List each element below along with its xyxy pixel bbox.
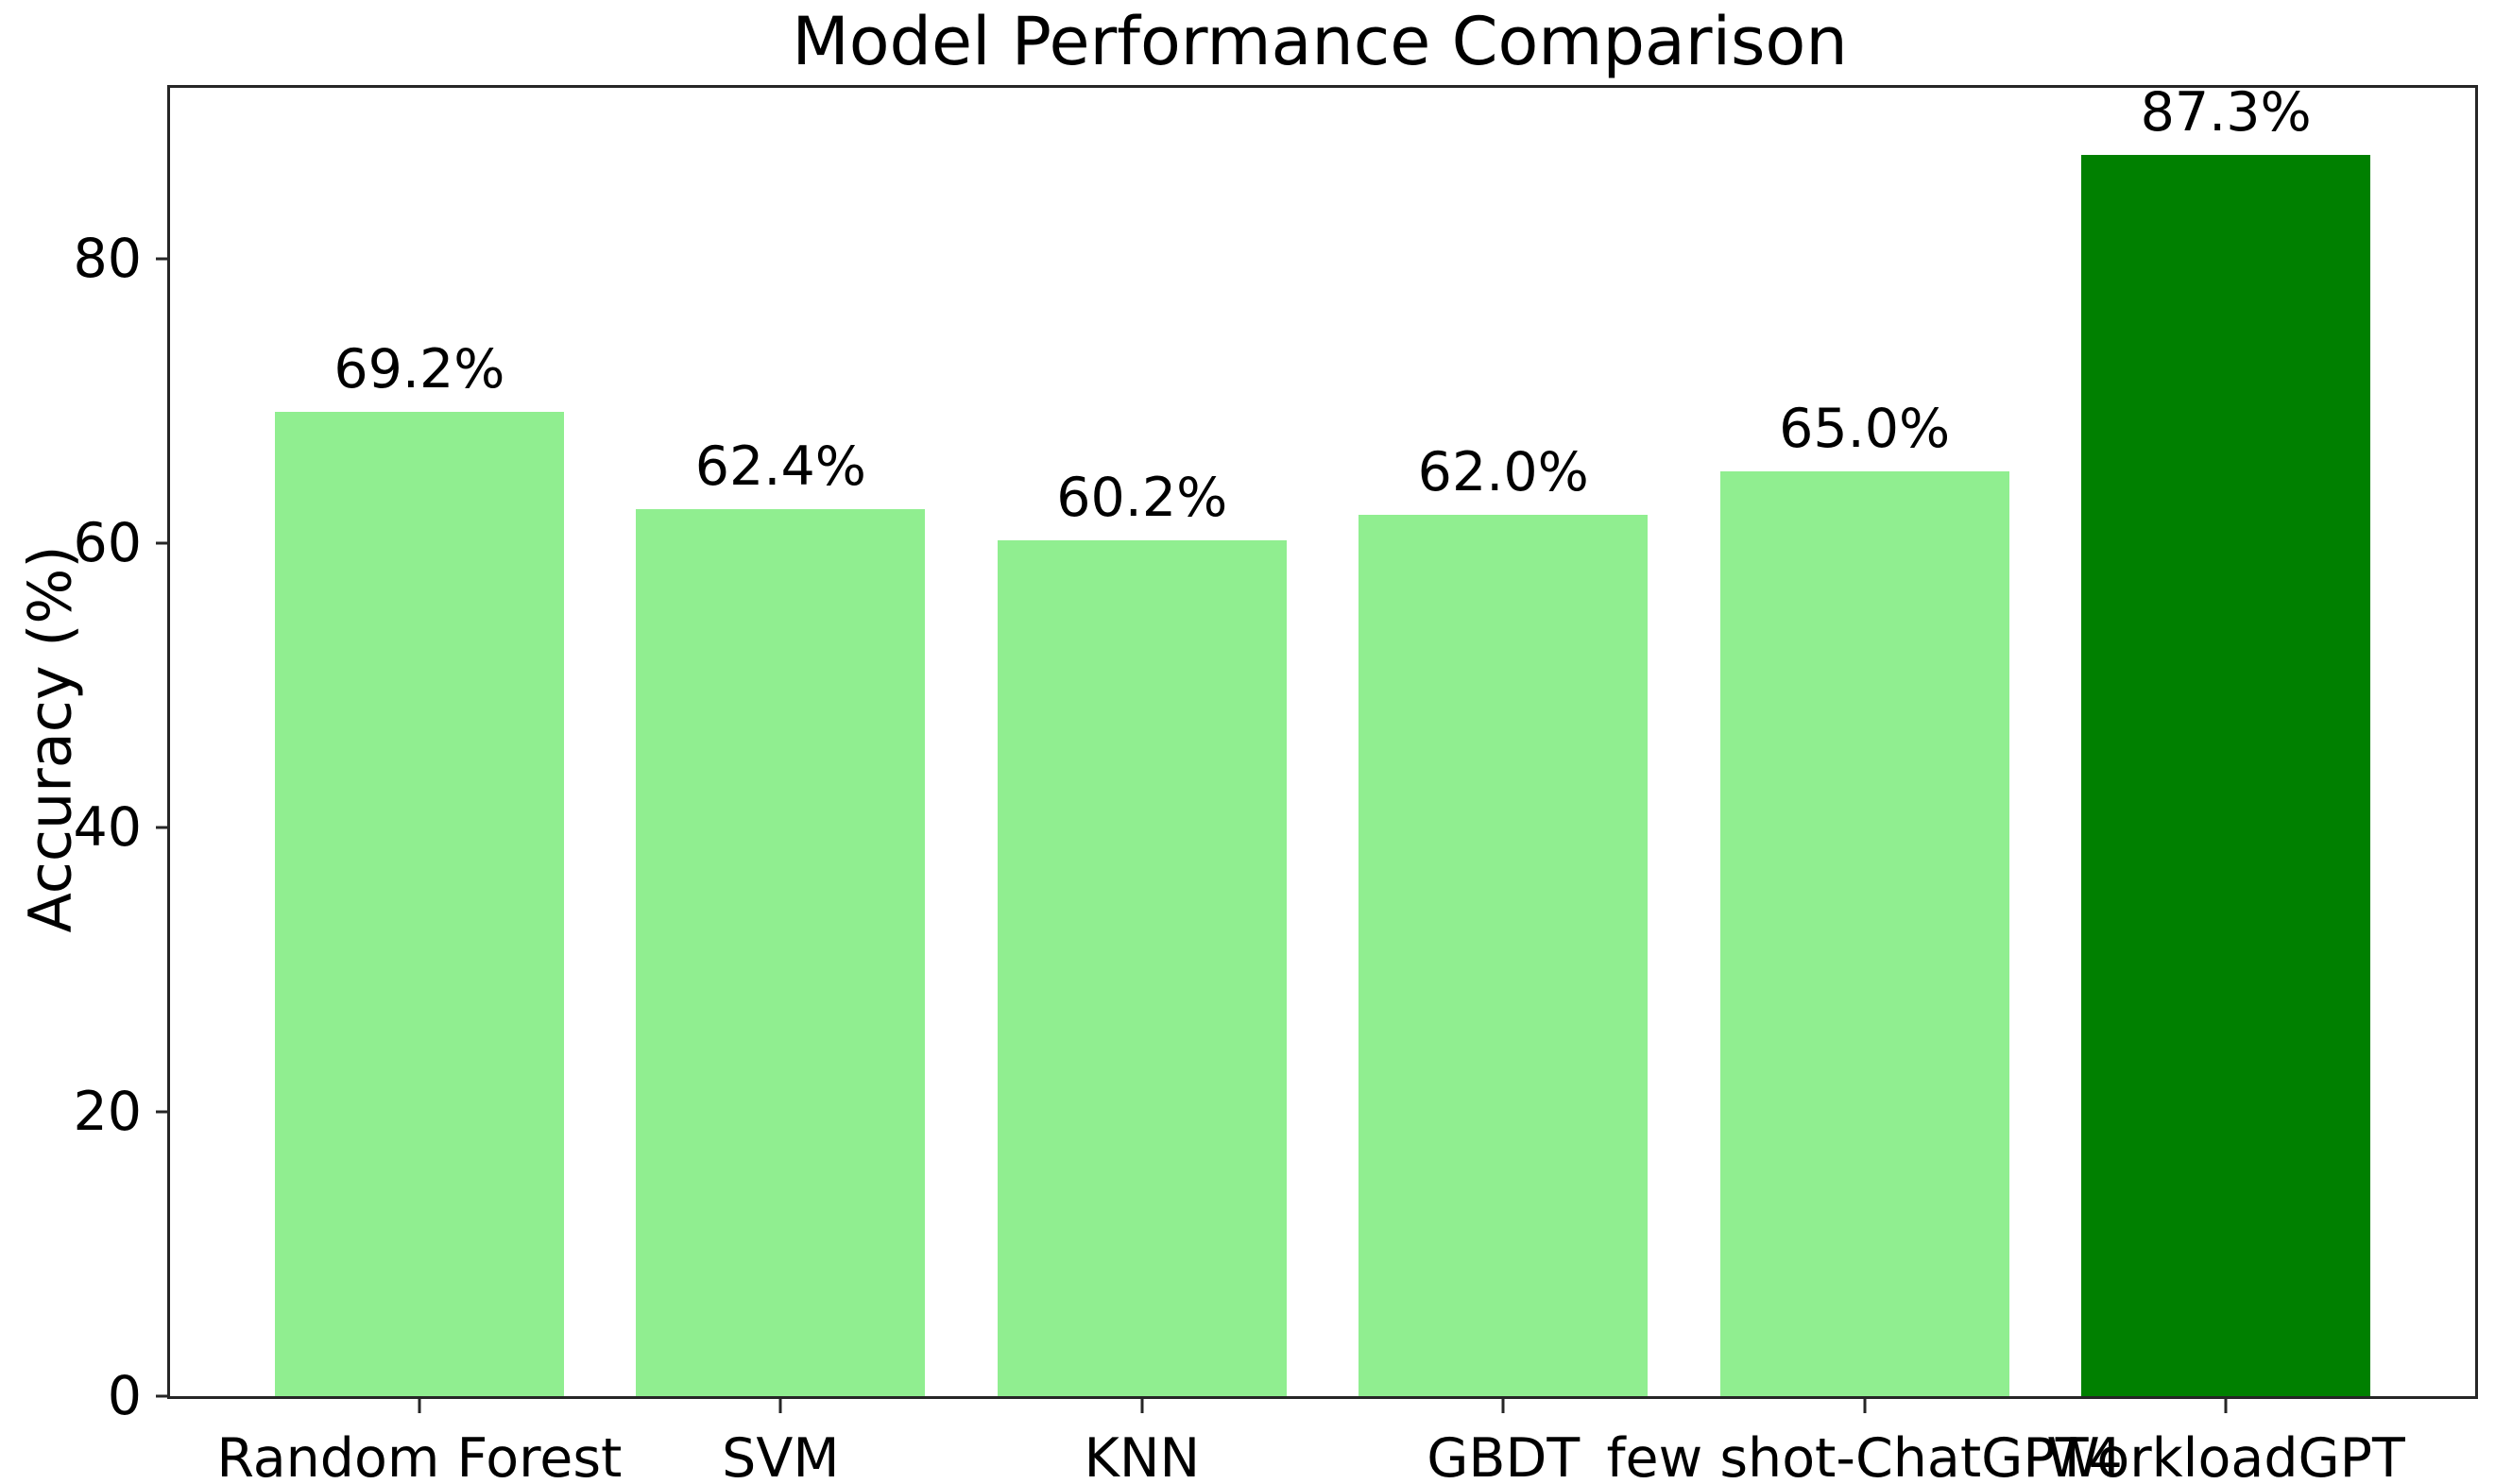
x-tick-mark bbox=[778, 1399, 782, 1413]
chart-title: Model Performance Comparison bbox=[792, 3, 1848, 80]
x-tick-mark bbox=[2224, 1399, 2228, 1413]
plot-area: 0 20 40 60 80 69.2% Random Forest 62.4% SVM 60.2%… bbox=[73, 80, 2478, 1484]
x-tick-mark bbox=[1863, 1399, 1867, 1413]
bar-value-label: 60.2% bbox=[1056, 466, 1228, 529]
x-tick-mark bbox=[1501, 1399, 1505, 1413]
bar-value-label: 62.4% bbox=[694, 435, 866, 498]
bar-few-shot-chatgpt4 bbox=[1719, 471, 2009, 1396]
x-tick-label: GBDT bbox=[1427, 1427, 1581, 1484]
x-tick-mark bbox=[1140, 1399, 1144, 1413]
bar-knn bbox=[997, 539, 1287, 1396]
x-tick-label: WorkloadGPT bbox=[2046, 1427, 2405, 1484]
bar-value-label: 87.3% bbox=[2140, 80, 2312, 144]
y-tick-mark bbox=[156, 541, 170, 545]
y-tick-mark bbox=[156, 1394, 170, 1398]
x-tick-label: few shot-ChatGPT4 bbox=[1606, 1427, 2123, 1484]
x-tick-label: KNN bbox=[1084, 1427, 1201, 1484]
y-axis-label-text: Accuracy (%) bbox=[15, 545, 85, 933]
y-tick-mark bbox=[156, 257, 170, 261]
bar-value-label: 69.2% bbox=[333, 338, 505, 401]
bar-workloadgpt bbox=[2081, 154, 2371, 1396]
bar-random-forest bbox=[274, 412, 564, 1396]
x-tick-label: Random Forest bbox=[216, 1427, 623, 1484]
bar-value-label: 62.0% bbox=[1417, 440, 1589, 503]
x-tick-label: SVM bbox=[722, 1427, 840, 1484]
bar-gbdt bbox=[1359, 514, 1649, 1396]
y-tick-mark bbox=[156, 826, 170, 829]
bar-svm bbox=[636, 508, 926, 1396]
y-tick-mark bbox=[156, 1110, 170, 1114]
x-tick-mark bbox=[418, 1399, 421, 1413]
bar-value-label: 65.0% bbox=[1779, 398, 1951, 461]
